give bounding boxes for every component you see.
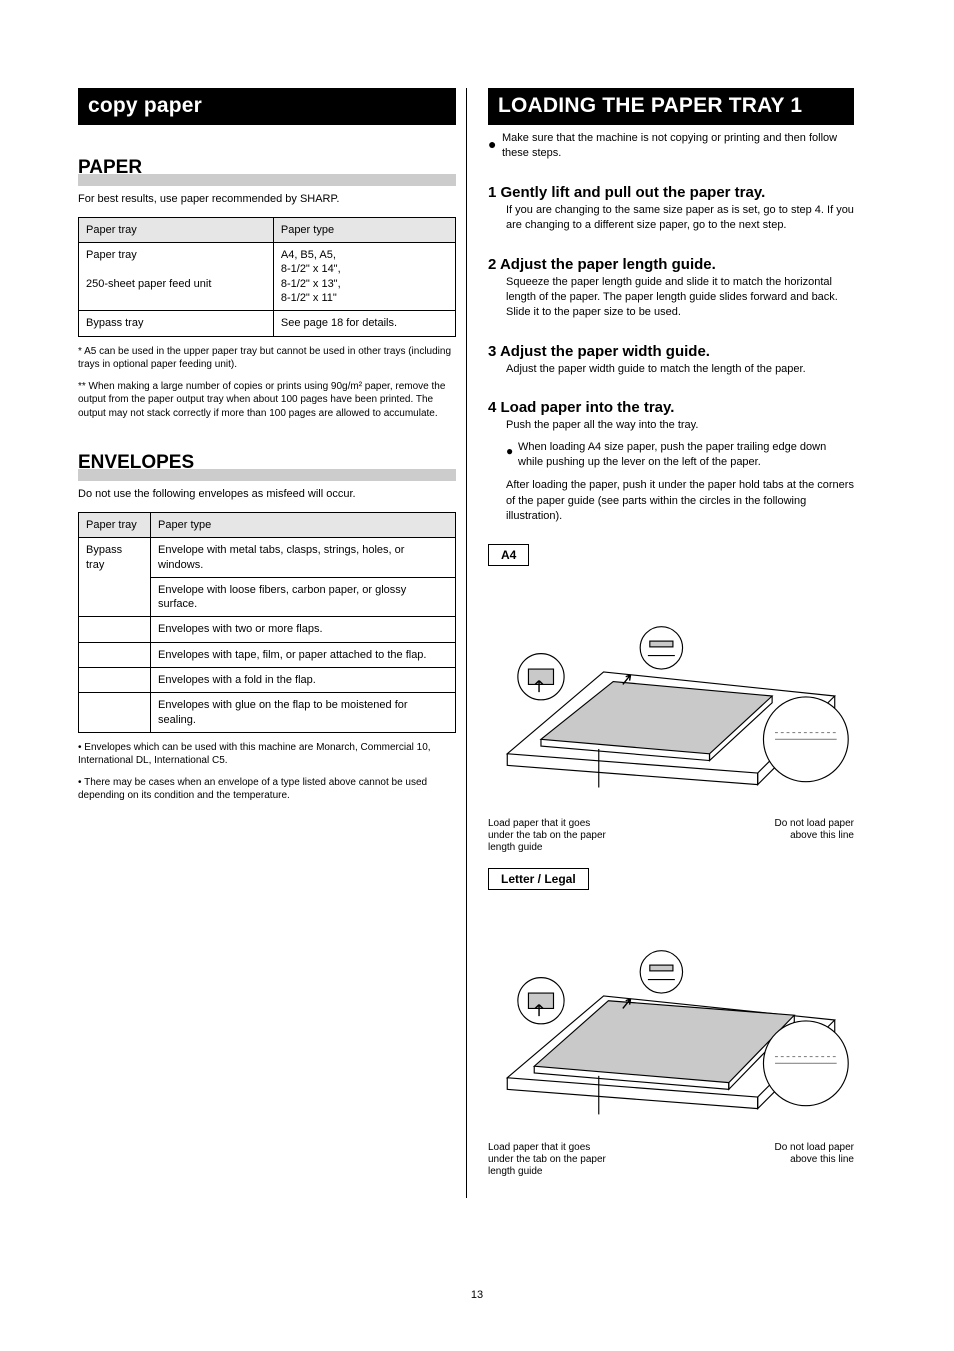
caption-left: Load paper that it goes under the tab on… [488,818,664,854]
cell-type: Envelope with metal tabs, clasps, string… [151,538,456,578]
bullet-icon: ● [506,443,513,460]
envelopes-footnote-1: • Envelopes which can be used with this … [78,741,456,768]
step4-after-note: After loading the paper, push it under t… [488,478,854,524]
caption-right: Do not load paper above this line [678,1142,854,1178]
cell-type: Envelopes with two or more flaps. [151,617,456,642]
paper-subheading: PAPER [78,153,456,184]
envelopes-footnote-2: • There may be cases when an envelope of… [78,776,456,803]
cell-tray: Paper tray 250-sheet paper feed unit [79,243,274,311]
paper-footnote-2: ** When making a large number of copies … [78,380,456,421]
letter-captions: Load paper that it goes under the tab on… [488,1142,854,1178]
step4-subbullet: ● When loading A4 size paper, push the p… [488,440,854,471]
cell-type: Envelopes with tape, film, or paper atta… [151,642,456,667]
step2-body: Squeeze the paper length guide and slide… [488,275,854,321]
tray-illustration-letter [488,900,854,1140]
a4-label: A4 [488,544,529,566]
cell-tray [79,668,151,693]
th-tray: Paper tray [79,512,151,537]
step1-head: 1 Gently lift and pull out the paper tra… [488,184,854,201]
th-type: Paper type [273,217,455,242]
tray-svg-letter [488,900,854,1140]
right-column: LOADING THE PAPER TRAY 1 ● Make sure tha… [466,88,854,1178]
tray-illustration-a4 [488,576,854,816]
right-section-title: LOADING THE PAPER TRAY 1 [488,88,854,125]
paper-intro: For best results, use paper recommended … [78,192,456,207]
th-tray: Paper tray [79,217,274,242]
th-type: Paper type [151,512,456,537]
cell-tray [79,617,151,642]
table-row: Envelopes with two or more flaps. [79,617,456,642]
cell-tray [79,693,151,733]
table-row: Envelopes with glue on the flap to be mo… [79,693,456,733]
table-row: Bypass tray See page 18 for details. [79,311,456,336]
cell-type: Envelope with loose fibers, carbon paper… [151,577,456,617]
step2-head: 2 Adjust the paper length guide. [488,256,854,273]
table-row: Bypass tray Envelope with metal tabs, cl… [79,538,456,578]
page-number: 13 [471,1289,483,1301]
cell-type: Envelopes with a fold in the flap. [151,668,456,693]
caption-right: Do not load paper above this line [678,818,854,854]
paper-table: Paper tray Paper type Paper tray 250-she… [78,217,456,337]
left-section-title: copy paper [78,88,456,125]
cell-tray [79,642,151,667]
cell-type: Envelopes with glue on the flap to be mo… [151,693,456,733]
caption-left: Load paper that it goes under the tab on… [488,1142,664,1178]
envelopes-subheading: ENVELOPES [78,448,456,479]
left-column: copy paper PAPER For best results, use p… [78,88,466,1178]
cell-size-text: A4, B5, A5, 8-1/2" x 14", 8-1/2" x 13", … [281,249,341,304]
cell-tray: Bypass tray [79,311,274,336]
cell-tray: Bypass tray [79,538,151,617]
cell-type: See page 18 for details. [273,311,455,336]
table-row: Paper tray 250-sheet paper feed unit A4,… [79,243,456,311]
bullet-icon: ● [488,135,496,155]
step3-body: Adjust the paper width guide to match th… [488,362,854,377]
right-intro-text: Make sure that the machine is not copyin… [502,132,837,159]
table-row: Envelopes with a fold in the flap. [79,668,456,693]
page-content: copy paper PAPER For best results, use p… [78,88,878,1178]
paper-footnote-1: * A5 can be used in the upper paper tray… [78,345,456,372]
step3-head: 3 Adjust the paper width guide. [488,343,854,360]
envelopes-intro: Do not use the following envelopes as mi… [78,487,456,502]
table-header-row: Paper tray Paper type [79,512,456,537]
paper-subheading-text: PAPER [78,157,142,178]
step4-subbullet-text: When loading A4 size paper, push the pap… [518,441,826,468]
envelopes-subheading-text: ENVELOPES [78,452,194,473]
letter-legal-label: Letter / Legal [488,868,589,890]
table-header-row: Paper tray Paper type [79,217,456,242]
envelopes-table: Paper tray Paper type Bypass tray Envelo… [78,512,456,733]
step4-body: Push the paper all the way into the tray… [488,418,854,433]
a4-captions: Load paper that it goes under the tab on… [488,818,854,854]
table-row: Envelopes with tape, film, or paper atta… [79,642,456,667]
tray-svg-a4 [488,576,854,816]
step4-head: 4 Load paper into the tray. [488,399,854,416]
cell-type: A4, B5, A5, 8-1/2" x 14", 8-1/2" x 13", … [273,243,455,311]
step1-body: If you are changing to the same size pap… [488,203,854,234]
right-intro-note: ● Make sure that the machine is not copy… [488,131,854,162]
